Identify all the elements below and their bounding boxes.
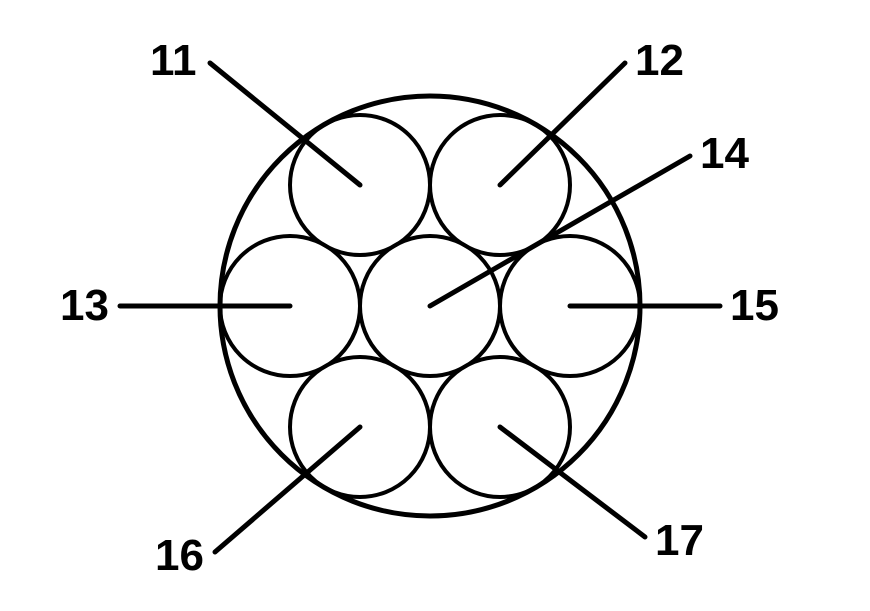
- leader-lines-group: [120, 63, 720, 552]
- label-11: 11: [150, 36, 197, 85]
- label-14: 14: [700, 129, 749, 178]
- leader-line-11: [210, 63, 360, 185]
- label-15: 15: [730, 281, 779, 330]
- label-12: 12: [635, 36, 684, 85]
- diagram-canvas: 11 12 14 13 15 16 17: [0, 0, 870, 611]
- leader-line-16: [215, 427, 360, 552]
- leader-line-12: [500, 63, 625, 185]
- label-17: 17: [655, 516, 704, 565]
- leader-line-17: [500, 427, 645, 537]
- leader-line-14: [430, 156, 690, 306]
- label-13: 13: [60, 281, 109, 330]
- label-16: 16: [155, 531, 204, 580]
